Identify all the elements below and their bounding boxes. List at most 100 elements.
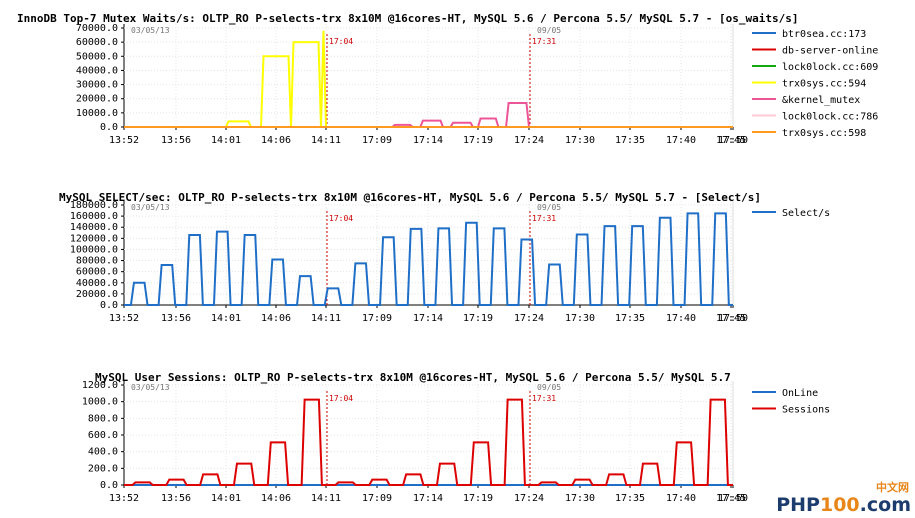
x-tick-label: 17:50 [718, 493, 748, 504]
y-tick-label: 100000.0 [70, 244, 118, 255]
watermark-subtitle: 中文网 [876, 481, 909, 494]
x-tick-label: 13:56 [161, 313, 191, 324]
legend-label: trx0sys.cc:598 [782, 128, 866, 139]
watermark-logo: 中文网 PHP100.com [776, 481, 911, 516]
x-tick-label: 17:09 [362, 135, 392, 146]
y-tick-label: 0.0 [100, 122, 118, 133]
y-tick-label: 180000.0 [70, 200, 118, 211]
y-tick-label: 400.0 [88, 447, 118, 458]
chart-title: MySQL User Sessions: OLTP_RO P-selects-t… [95, 371, 731, 384]
chart-title: MySQL SELECT/sec: OLTP_RO P-selects-trx … [59, 191, 761, 204]
x-tick-label: 13:52 [109, 135, 139, 146]
time-marker-label: 17:04 [329, 214, 353, 223]
x-tick-label: 17:50 [718, 135, 748, 146]
x-tick-label: 17:45 [716, 493, 746, 504]
date-start-label: 03/05/13 [131, 383, 170, 392]
x-tick-label: 17:09 [362, 493, 392, 504]
x-tick-label: 14:01 [211, 313, 241, 324]
time-marker-label: 17:31 [532, 37, 556, 46]
x-tick-label: 13:56 [161, 135, 191, 146]
y-tick-label: 600.0 [88, 430, 118, 441]
x-tick-label: 14:11 [311, 135, 341, 146]
legend-label: lock0lock.cc:786 [782, 112, 878, 123]
x-tick-label: 14:01 [211, 135, 241, 146]
chart-panel-3: MySQL User Sessions: OLTP_RO P-selects-t… [82, 371, 830, 504]
x-tick-label: 17:35 [615, 135, 645, 146]
y-tick-label: 70000.0 [76, 23, 118, 34]
y-tick-label: 800.0 [88, 413, 118, 424]
watermark-php: PHP [776, 494, 820, 516]
x-tick-label: 17:30 [565, 313, 595, 324]
x-tick-label: 17:40 [666, 493, 696, 504]
watermark-com: .com [859, 494, 911, 516]
y-tick-label: 80000.0 [76, 256, 118, 267]
chart-panel-2: MySQL SELECT/sec: OLTP_RO P-selects-trx … [59, 191, 830, 324]
watermark-100: 100 [819, 494, 860, 516]
chart-title: InnoDB Top-7 Mutex Waits/s: OLTP_RO P-se… [17, 12, 798, 25]
date-end-label: 09/05 [537, 26, 561, 35]
y-tick-label: 40000.0 [76, 65, 118, 76]
legend-label: db-server-online [782, 46, 878, 57]
legend-label: Select/s [782, 208, 830, 219]
date-start-label: 03/05/13 [131, 203, 170, 212]
x-tick-label: 13:52 [109, 313, 139, 324]
time-marker-label: 17:04 [329, 394, 353, 403]
time-marker-label: 17:04 [329, 37, 353, 46]
x-tick-label: 17:45 [716, 313, 746, 324]
x-tick-label: 17:14 [413, 135, 443, 146]
x-tick-label: 17:19 [463, 313, 493, 324]
x-tick-label: 17:19 [463, 493, 493, 504]
x-tick-label: 17:24 [514, 493, 544, 504]
series-line [124, 30, 733, 128]
date-end-label: 09/05 [537, 383, 561, 392]
y-tick-label: 160000.0 [70, 211, 118, 222]
y-tick-label: 1200.0 [82, 380, 118, 391]
y-tick-label: 120000.0 [70, 233, 118, 244]
x-tick-label: 17:14 [413, 313, 443, 324]
x-tick-label: 13:52 [109, 493, 139, 504]
y-tick-label: 20000.0 [76, 289, 118, 300]
x-tick-label: 17:50 [718, 313, 748, 324]
y-tick-label: 0.0 [100, 480, 118, 491]
x-tick-label: 14:06 [261, 135, 291, 146]
y-tick-label: 60000.0 [76, 267, 118, 278]
y-tick-label: 0.0 [100, 300, 118, 311]
y-tick-label: 40000.0 [76, 278, 118, 289]
x-tick-label: 17:19 [463, 135, 493, 146]
x-tick-label: 17:45 [716, 135, 746, 146]
y-tick-label: 30000.0 [76, 80, 118, 91]
y-tick-label: 50000.0 [76, 51, 118, 62]
x-tick-label: 17:24 [514, 313, 544, 324]
x-tick-label: 17:30 [565, 135, 595, 146]
x-tick-label: 14:11 [311, 493, 341, 504]
x-tick-label: 17:35 [615, 313, 645, 324]
watermark-text: PHP100.com [776, 494, 911, 516]
x-tick-label: 17:40 [666, 313, 696, 324]
y-tick-label: 60000.0 [76, 37, 118, 48]
y-tick-label: 140000.0 [70, 222, 118, 233]
date-start-label: 03/05/13 [131, 26, 170, 35]
x-tick-label: 14:11 [311, 313, 341, 324]
x-tick-label: 13:56 [161, 493, 191, 504]
y-tick-label: 1000.0 [82, 397, 118, 408]
x-tick-label: 17:09 [362, 313, 392, 324]
legend-label: &kernel_mutex [782, 95, 860, 106]
x-tick-label: 14:06 [261, 493, 291, 504]
time-marker-label: 17:31 [532, 214, 556, 223]
legend-label: Sessions [782, 405, 830, 416]
x-tick-label: 17:30 [565, 493, 595, 504]
legend-label: trx0sys.cc:594 [782, 79, 866, 90]
legend-label: btr0sea.cc:173 [782, 29, 866, 40]
x-tick-label: 14:01 [211, 493, 241, 504]
x-tick-label: 17:24 [514, 135, 544, 146]
time-marker-label: 17:31 [532, 394, 556, 403]
series-line [124, 398, 733, 486]
series-line [377, 101, 532, 128]
legend-label: OnLine [782, 388, 818, 399]
y-tick-label: 10000.0 [76, 108, 118, 119]
date-end-label: 09/05 [537, 203, 561, 212]
y-tick-label: 200.0 [88, 463, 118, 474]
x-tick-label: 14:06 [261, 313, 291, 324]
y-tick-label: 20000.0 [76, 94, 118, 105]
